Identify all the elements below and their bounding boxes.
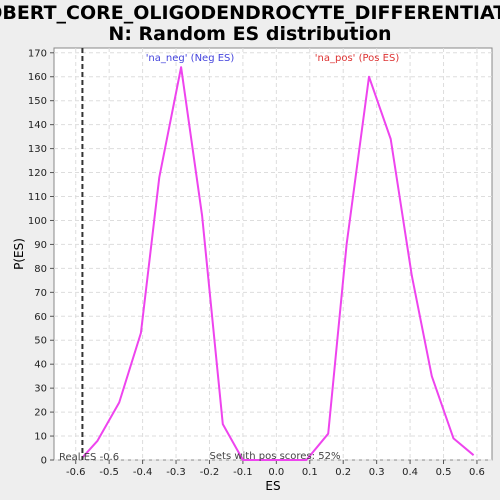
x-tick-label: 0.0 — [268, 467, 284, 478]
y-axis: 0 10 20 30 40 50 60 70 80 90 100 110 120 130 140 150 160… — [28, 48, 54, 467]
y-axis-label: P(ES) — [12, 238, 26, 270]
y-tick-label: 80 — [34, 264, 47, 275]
chart-title-line2: N: Random ES distribution — [108, 23, 391, 45]
y-tick-label: 10 — [34, 432, 47, 443]
y-tick-label: 60 — [34, 312, 47, 323]
y-tick-label: 110 — [28, 192, 47, 203]
neg-es-label: 'na_neg' (Neg ES) — [146, 53, 235, 64]
y-tick-label: 50 — [34, 336, 47, 347]
y-tick-label: 70 — [34, 288, 47, 299]
x-tick-label: 0.4 — [402, 467, 418, 478]
x-tick-label: -0.6 — [66, 467, 86, 478]
y-tick-label: 150 — [28, 96, 47, 107]
x-tick-label: 0.6 — [469, 467, 485, 478]
x-axis: -0.6 -0.5 -0.4 -0.3 -0.2 -0.1 0.0 0.1 0.2 0.3 0.4 0… — [66, 460, 485, 478]
y-tick-label: 140 — [28, 120, 47, 131]
y-tick-label: 120 — [28, 168, 47, 179]
x-tick-label: 0.5 — [436, 467, 452, 478]
y-tick-label: 30 — [34, 384, 47, 395]
series-line — [81, 66, 475, 461]
x-axis-label: ES — [265, 479, 280, 493]
x-tick-label: -0.5 — [99, 467, 119, 478]
x-tick-label: 0.2 — [335, 467, 351, 478]
chart-title-line1: GOBERT_CORE_OLIGODENDROCYTE_DIFFERENTIAT… — [0, 2, 500, 24]
y-tick-label: 130 — [28, 144, 47, 155]
x-tick-label: 0.1 — [302, 467, 318, 478]
x-tick-label: -0.4 — [133, 467, 153, 478]
plot-area — [53, 47, 493, 461]
pos-scores-label: Sets with pos scores: 52% — [210, 451, 341, 462]
annotation-layer: Real ES -0.6 'na_neg' (Neg ES) 'na_pos' (P… — [59, 48, 399, 463]
x-tick-label: -0.2 — [200, 467, 220, 478]
y-tick-label: 90 — [34, 240, 47, 251]
y-tick-label: 160 — [28, 72, 47, 83]
pos-es-label: 'na_pos' (Pos ES) — [315, 53, 400, 64]
x-tick-label: -0.1 — [233, 467, 253, 478]
x-tick-label: 0.3 — [369, 467, 385, 478]
series-layer — [81, 66, 475, 461]
y-tick-label: 170 — [28, 48, 47, 59]
y-tick-label: 20 — [34, 408, 47, 419]
x-tick-label: -0.3 — [166, 467, 186, 478]
y-tick-label: 100 — [28, 216, 47, 227]
grid-lines — [54, 48, 492, 461]
y-tick-label: 0 — [41, 456, 47, 467]
y-tick-label: 40 — [34, 360, 47, 371]
real-es-label: Real ES -0.6 — [59, 452, 119, 463]
